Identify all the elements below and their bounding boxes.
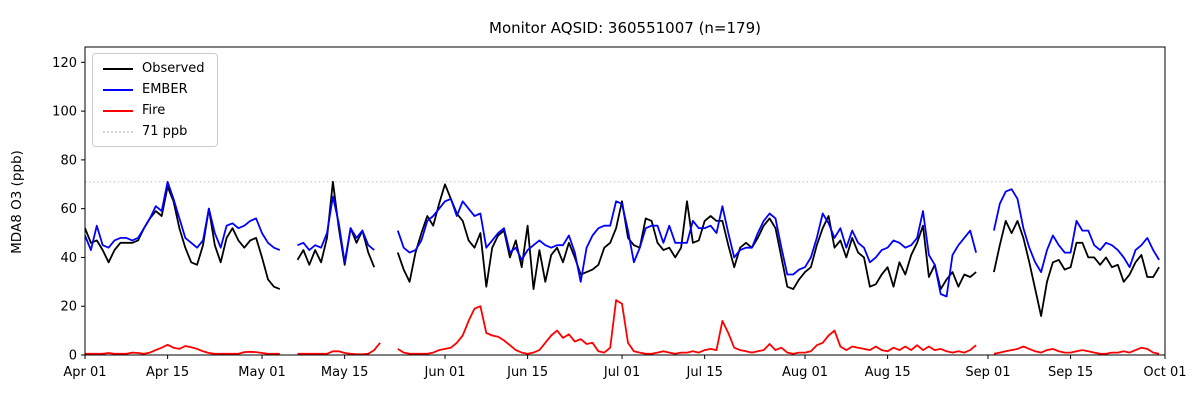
axes-box — [84, 46, 1166, 356]
series-line-observed — [84, 185, 281, 290]
y-tick-label: 40 — [60, 251, 77, 266]
ember-line-sample — [103, 88, 133, 91]
legend-item-threshold: 71 ppb — [103, 124, 205, 139]
series-line-ember — [84, 180, 281, 252]
series-line-fire — [397, 299, 977, 355]
legend-label-ember: EMBER — [142, 82, 188, 97]
series-line-observed — [993, 219, 1160, 317]
chart-title: Monitor AQSID: 360551007 (n=179) — [489, 19, 761, 37]
x-tick-label: Apr 01 — [63, 365, 106, 380]
x-tick-label: Sep 15 — [1048, 365, 1093, 380]
legend-item-observed: Observed — [103, 61, 205, 76]
x-tick-label: Jul 01 — [603, 365, 640, 380]
legend: Observed EMBER Fire 71 ppb — [92, 53, 218, 147]
y-tick-label: 60 — [60, 202, 77, 217]
series-line-fire — [993, 345, 1160, 355]
x-tick-label: Jul 15 — [685, 365, 722, 380]
threshold-line-sample — [103, 130, 133, 133]
series-line-ember — [993, 188, 1160, 274]
y-tick-label: 20 — [60, 300, 77, 315]
fire-line-sample — [103, 109, 133, 112]
legend-item-fire: Fire — [103, 103, 205, 118]
series-line-fire — [85, 343, 280, 355]
legend-item-ember: EMBER — [103, 82, 205, 97]
observed-line-sample — [103, 67, 133, 70]
x-tick-label: Oct 01 — [1143, 365, 1186, 380]
x-tick-label: Sep 01 — [965, 365, 1010, 380]
legend-label-observed: Observed — [142, 61, 205, 76]
y-tick-label: 100 — [52, 105, 77, 120]
x-tick-label: Jun 01 — [424, 365, 466, 380]
y-tick-label: 80 — [60, 153, 77, 168]
y-tick-label: 120 — [52, 56, 77, 71]
legend-label-fire: Fire — [142, 103, 166, 118]
series-line-observed — [296, 180, 376, 268]
x-tick-label: Aug 15 — [865, 365, 911, 380]
x-tick-label: Apr 15 — [146, 365, 189, 380]
series-line-observed — [396, 183, 977, 291]
x-tick-label: May 01 — [238, 365, 286, 380]
legend-label-threshold: 71 ppb — [142, 124, 188, 139]
series-line-ember — [297, 195, 375, 264]
x-tick-label: Jun 15 — [506, 365, 548, 380]
series-line-fire — [297, 342, 381, 356]
x-tick-label: Aug 01 — [782, 365, 828, 380]
series-line-ember — [396, 197, 977, 298]
x-tick-label: May 15 — [321, 365, 369, 380]
y-tick-label: 0 — [69, 349, 77, 364]
